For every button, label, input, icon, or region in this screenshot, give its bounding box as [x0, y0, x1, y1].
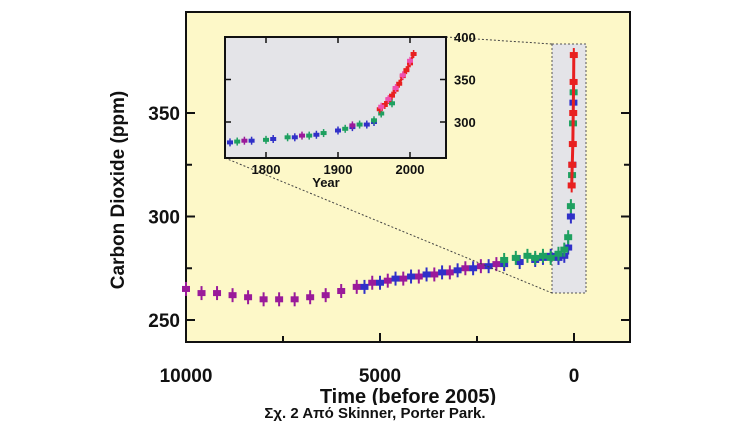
- inset-y-tick-label: 300: [454, 115, 476, 130]
- x-axis-title: Time (before 2005): [320, 386, 496, 405]
- x-tick-label: 10000: [160, 366, 213, 387]
- inset-plot-area: [224, 36, 447, 159]
- y-tick-label: 300: [148, 208, 180, 229]
- y-tick-label: 250: [148, 311, 180, 332]
- figure-caption: Σχ. 2 Από Skinner, Porter Park.: [264, 405, 486, 422]
- inset-y-tick-label: 350: [454, 73, 476, 88]
- x-tick-label: 5000: [359, 366, 401, 387]
- y-tick-label: 350: [148, 104, 180, 125]
- inset-y-tick-label: 400: [454, 30, 476, 45]
- inset-x-tick-label: 2000: [396, 162, 425, 177]
- co2-chart: 250 300 350 10000 5000 0 Time (before 2005) Car…: [108, 11, 631, 405]
- zoom-connector-top: [445, 36, 553, 45]
- inset-x-tick-label: 1900: [324, 162, 353, 177]
- inset-x-tick-label: 1800: [252, 162, 281, 177]
- zoom-connector-bottom: [224, 157, 553, 294]
- x-tick-label: 0: [569, 366, 580, 387]
- inset-chart: 1800 1900 2000 300 350 400 Year: [224, 30, 476, 190]
- inset-x-axis-title: Year: [312, 175, 339, 190]
- y-axis-title: Carbon Dioxide (ppm): [108, 91, 129, 289]
